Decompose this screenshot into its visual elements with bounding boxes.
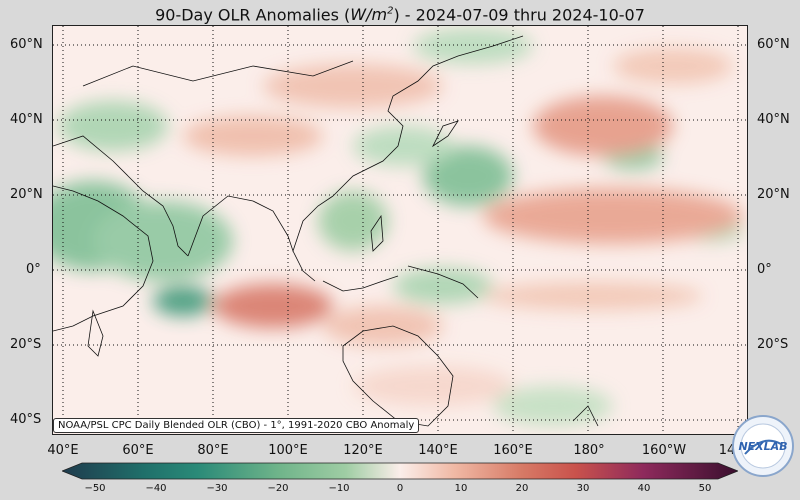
lon-label-160w: 160°W (641, 443, 687, 458)
colorbar-tick-neg20: −20 (267, 483, 289, 494)
coastlines (53, 35, 599, 427)
colorbar-tick-30: 30 (576, 483, 590, 494)
lon-label-140e: 140°E (418, 443, 458, 458)
nexlab-logo-text: NEXLAB (738, 440, 787, 453)
lon-label-140w-partial: 14 (718, 443, 736, 458)
lat-label-40n-right: 40°N (757, 112, 790, 127)
colorbar-tick-50: 50 (698, 483, 712, 494)
lon-label-180: 180° (573, 443, 605, 458)
nexlab-logo: NEXLAB (732, 415, 794, 477)
lat-label-60n-left: 60°N (10, 37, 43, 52)
map-title: 90-Day OLR Anomalies (W/m2) - 2024-07-09… (155, 5, 645, 25)
colorbar-tick-10: 10 (454, 483, 468, 494)
colorbar (62, 462, 738, 480)
data-source-credit: NOAA/PSL CPC Daily Blended OLR (CBO) - 1… (53, 418, 420, 433)
lon-label-40e: 40°E (47, 443, 79, 458)
lat-label-20n-left: 20°N (10, 187, 43, 202)
colorbar-tick-neg40: −40 (145, 483, 167, 494)
lat-label-60n-right: 60°N (757, 37, 790, 52)
colorbar-tick-neg50: −50 (84, 483, 106, 494)
lat-label-40s-left: 40°S (10, 412, 42, 427)
lon-label-160e: 160°E (493, 443, 533, 458)
lat-label-eq-right: 0° (757, 262, 772, 277)
colorbar-tick-40: 40 (637, 483, 651, 494)
lat-label-eq-left: 0° (26, 262, 41, 277)
lon-label-100e: 100°E (268, 443, 308, 458)
colorbar-tick-neg30: −30 (206, 483, 228, 494)
lat-label-20s-left: 20°S (10, 337, 42, 352)
graticule (53, 26, 747, 434)
lon-label-80e: 80°E (197, 443, 229, 458)
olr-anomaly-map (52, 25, 748, 435)
colorbar-tick-neg10: −10 (328, 483, 350, 494)
lat-label-20s-right: 20°S (757, 337, 789, 352)
lat-label-40n-left: 40°N (10, 112, 43, 127)
colorbar-tick-20: 20 (515, 483, 529, 494)
colorbar-tick-0: 0 (396, 483, 404, 494)
lon-label-60e: 60°E (122, 443, 154, 458)
lon-label-120e: 120°E (343, 443, 383, 458)
anomaly-field (53, 26, 747, 434)
lat-label-20n-right: 20°N (757, 187, 790, 202)
